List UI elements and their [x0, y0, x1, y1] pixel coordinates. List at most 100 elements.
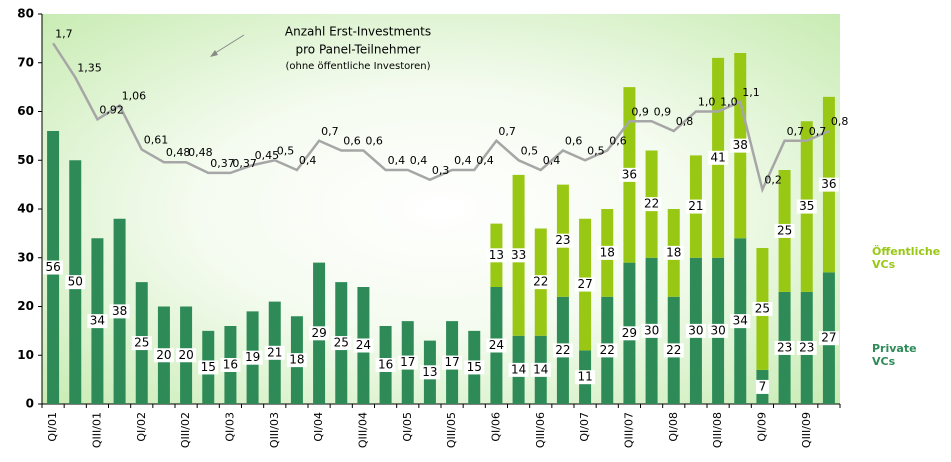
data-label-box [309, 326, 330, 341]
data-label-box [486, 338, 507, 353]
data-label-box [530, 362, 551, 377]
data-label-box [796, 199, 817, 214]
data-label-box [331, 336, 352, 351]
x-tick-label: QI/09 [755, 412, 768, 442]
line-label: 1,35 [77, 61, 102, 74]
data-label-box [619, 326, 640, 341]
data-label-box [685, 323, 706, 338]
data-label-box [220, 358, 241, 372]
data-label-box [176, 348, 197, 363]
x-tick-label: QIII/06 [534, 412, 547, 448]
line-label: 0,45 [255, 149, 279, 162]
line-label: 1,0 [698, 96, 716, 109]
data-label: 18 [600, 245, 615, 259]
annotation-arrow [211, 34, 245, 56]
x-tick-label: QI/02 [135, 412, 148, 442]
data-label: 41 [710, 150, 725, 164]
data-label: 7 [759, 379, 767, 393]
data-label-box [65, 275, 86, 290]
data-label-box [708, 323, 729, 338]
data-label: 21 [688, 199, 703, 213]
data-label: 38 [112, 304, 127, 318]
data-label: 30 [644, 323, 659, 337]
data-label-box [353, 338, 374, 353]
data-label-box [818, 177, 839, 192]
line-label: 0,5 [521, 144, 539, 157]
y-tick-label: 0 [26, 397, 34, 411]
data-label: 25 [755, 301, 770, 315]
data-label-box [508, 248, 529, 263]
data-label: 16 [378, 358, 393, 372]
data-label-box [575, 277, 596, 292]
data-label: 23 [777, 340, 792, 354]
data-label-box [375, 358, 396, 372]
data-label-box [87, 314, 108, 329]
data-label: 25 [134, 336, 149, 350]
line-label: 0,8 [676, 115, 694, 128]
y-tick-label: 30 [17, 250, 34, 264]
annotation: (ohne öffentliche Investoren) [285, 61, 430, 72]
data-label: 21 [267, 345, 282, 359]
data-label-box [442, 355, 463, 370]
data-label-box [755, 379, 769, 394]
data-label-box [530, 275, 551, 290]
line-label: 0,7 [809, 125, 827, 138]
data-label: 20 [156, 348, 171, 362]
data-label-box [641, 323, 662, 338]
data-label: 24 [489, 338, 504, 352]
line-label: 0,6 [365, 135, 383, 148]
line-label: 0,9 [631, 105, 649, 118]
data-label: 29 [311, 326, 326, 340]
line-label: 0,37 [232, 157, 257, 170]
data-label-box [242, 350, 263, 365]
x-tick-label: QIII/03 [268, 412, 281, 448]
x-tick-label: QIII/04 [356, 412, 369, 448]
data-label-box [752, 301, 773, 316]
data-label: 14 [533, 362, 548, 376]
data-label: 35 [799, 199, 814, 213]
data-label: 56 [45, 260, 60, 274]
data-label-box [597, 245, 618, 260]
annotation: Anzahl Erst-Investments [285, 25, 431, 39]
data-label-box [419, 365, 440, 380]
data-label-box [774, 340, 795, 355]
data-label-box [641, 197, 662, 212]
data-label: 22 [644, 197, 659, 211]
data-label-box [397, 355, 418, 370]
data-label-box [708, 150, 729, 165]
data-label: 23 [799, 340, 814, 354]
line [52, 42, 830, 194]
data-label: 22 [555, 343, 570, 357]
line-label: 0,5 [277, 144, 295, 157]
y-tick-label: 70 [17, 55, 34, 69]
data-label: 22 [666, 343, 681, 357]
data-label: 50 [68, 275, 83, 289]
data-label-box [730, 314, 751, 329]
x-tick-label: QIII/09 [800, 412, 813, 448]
data-label-box [552, 343, 573, 358]
line-label: 0,7 [498, 125, 515, 138]
y-tick-label: 60 [17, 104, 34, 118]
line-label: 0,4 [543, 154, 561, 167]
data-label: 15 [201, 360, 216, 374]
data-label-box [131, 336, 152, 351]
data-label: 17 [400, 355, 415, 369]
x-tick-label: QI/03 [223, 412, 236, 442]
data-label: 11 [577, 370, 592, 384]
data-label-box [619, 167, 640, 182]
x-tick-label: QI/06 [489, 412, 502, 442]
line-label: 1,7 [55, 27, 72, 40]
data-label-box [575, 370, 596, 385]
line-label: 0,4 [299, 154, 317, 167]
x-tick-label: QIII/05 [445, 412, 458, 448]
line-label: 0,4 [410, 154, 428, 167]
data-label: 25 [777, 223, 792, 237]
data-label-box [796, 340, 817, 355]
y-tick-label: 10 [17, 348, 34, 362]
annotation-arrowhead [210, 50, 218, 57]
data-label: 13 [422, 365, 437, 379]
data-label: 22 [600, 343, 615, 357]
y-tick-label: 40 [17, 202, 34, 216]
